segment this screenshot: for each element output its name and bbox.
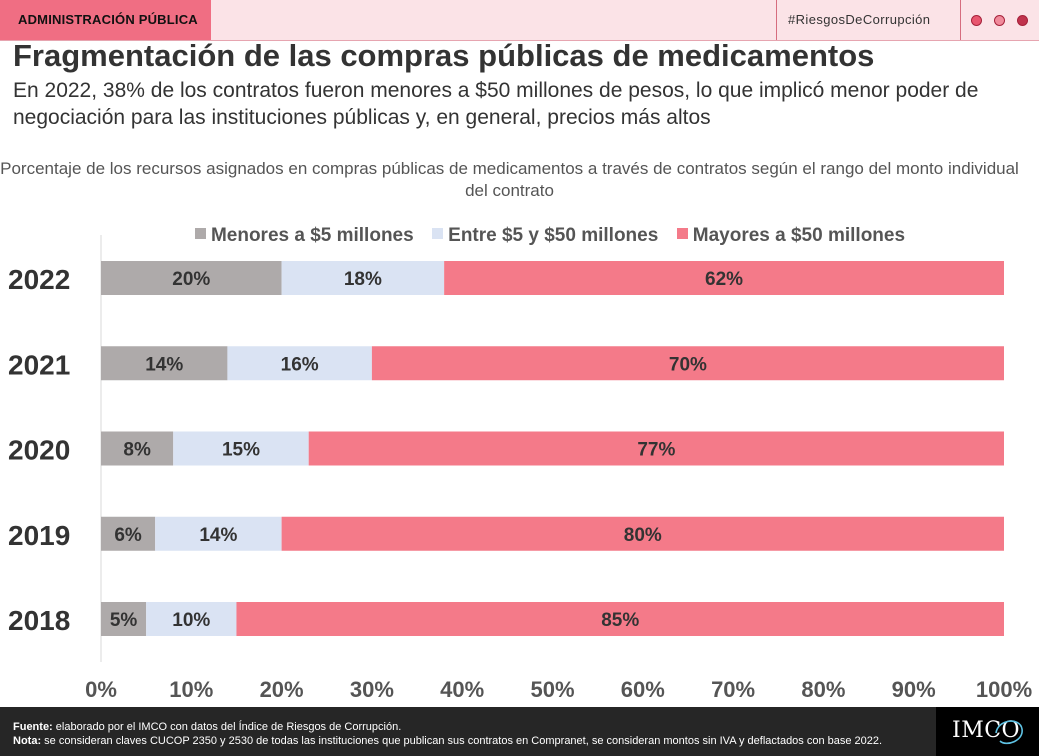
x-tick-label: 30% (350, 677, 394, 702)
source-text: elaborado por el IMCO con datos del Índi… (52, 721, 402, 733)
footer-notes: Fuente: elaborado por el IMCO con datos … (13, 720, 882, 748)
bar-segment (444, 261, 1004, 295)
bar-segment (146, 602, 237, 636)
x-tick-label: 20% (260, 677, 304, 702)
footer: Fuente: elaborado por el IMCO con datos … (0, 707, 1039, 756)
category-label: 2020 (8, 435, 70, 466)
source-label: Fuente: (13, 721, 53, 733)
legend-label: Entre $5 y $50 millones (448, 225, 659, 246)
decorative-dot-icon (1017, 15, 1028, 26)
x-tick-label: 90% (892, 677, 936, 702)
category-label: 2021 (8, 349, 70, 380)
decorative-dot-icon (994, 15, 1005, 26)
legend-label: Mayores a $50 millones (692, 225, 906, 246)
bar-segment (236, 602, 1004, 636)
bar-segment (155, 516, 282, 551)
page-subtitle: En 2022, 38% de los contratos fueron men… (13, 79, 979, 129)
stacked-bar-chart: 2022 20% 18% 62% 2021 14% 16% 70% 2020 8% 15% 77% 20… (8, 235, 1032, 702)
bar-segment (227, 346, 372, 381)
x-tick-label: 70% (711, 677, 755, 702)
note-label: Nota: (13, 735, 42, 747)
bar-segment (308, 431, 1004, 466)
bar-segment (101, 346, 228, 381)
bar-segment (173, 431, 309, 466)
bar-segment (281, 261, 445, 295)
top-bar: ADMINISTRACIÓN PÚBLICA #RiesgosDeCorrupc… (0, 0, 1039, 41)
data-label: 80% (624, 525, 662, 546)
imco-logo: IMCO (936, 707, 1039, 756)
data-label: 18% (344, 269, 382, 290)
bar-segment (101, 602, 147, 636)
legend-label: Menores a $5 millones (210, 225, 414, 246)
chart-title: Porcentaje de los recursos asignados en … (0, 159, 1019, 200)
note-line: Nota: se consideran claves CUCOP 2350 y … (13, 734, 882, 748)
data-label: 5% (110, 610, 138, 631)
bar-segment (281, 516, 1005, 551)
data-label: 85% (601, 610, 639, 631)
category-label: 2018 (8, 605, 70, 636)
hashtag: #RiesgosDeCorrupción (788, 12, 931, 27)
x-tick-label: 0% (85, 677, 117, 702)
x-tick-label: 80% (801, 677, 845, 702)
legend-item-small: Menores a $5 millones (194, 224, 414, 248)
x-tick-label: 40% (440, 677, 484, 702)
legend-swatch (676, 228, 688, 239)
logo-text: IMCO (952, 718, 1021, 743)
data-label: 70% (669, 354, 707, 375)
divider (960, 0, 961, 40)
bar-segment (101, 516, 156, 551)
bar-segment (101, 261, 282, 295)
legend-item-medium: Entre $5 y $50 millones (432, 224, 658, 248)
data-label: 14% (145, 354, 183, 375)
note-text: se consideran claves CUCOP 2350 y 2530 d… (41, 735, 883, 747)
logo-swirl-icon (995, 720, 1023, 745)
x-tick-label: 100% (976, 677, 1032, 702)
category-label: 2019 (8, 520, 70, 551)
legend-item-large: Mayores a $50 millones (676, 224, 906, 248)
x-tick-label: 10% (169, 677, 213, 702)
data-label: 20% (172, 269, 210, 290)
section-label: ADMINISTRACIÓN PÚBLICA (0, 0, 211, 40)
category-label: 2022 (8, 264, 70, 295)
data-label: 6% (114, 525, 142, 546)
bar-segment (371, 346, 1004, 381)
x-tick-label: 50% (530, 677, 574, 702)
page-title: Fragmentación de las compras públicas de… (13, 38, 875, 73)
source-line: Fuente: elaborado por el IMCO con datos … (13, 720, 882, 734)
data-label: 77% (637, 440, 675, 461)
bar-segment (101, 431, 174, 466)
data-label: 15% (222, 440, 260, 461)
divider (776, 0, 777, 40)
decorative-dot-icon (971, 15, 982, 26)
legend-swatch (432, 228, 444, 239)
data-label: 14% (199, 525, 237, 546)
data-label: 10% (172, 610, 210, 631)
legend-swatch (194, 228, 206, 239)
data-label: 16% (281, 354, 319, 375)
chart-legend: Menores a $5 millones Entre $5 y $50 mil… (0, 224, 1039, 248)
data-label: 8% (123, 440, 151, 461)
x-tick-label: 60% (621, 677, 665, 702)
data-label: 62% (705, 269, 743, 290)
